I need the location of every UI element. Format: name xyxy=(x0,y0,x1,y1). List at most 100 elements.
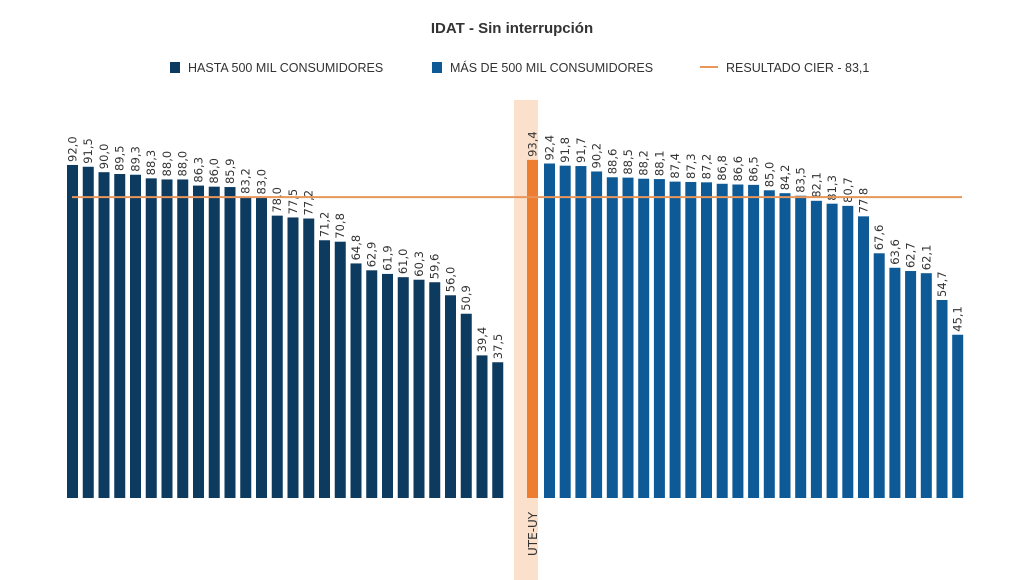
mas-500-bar-4 xyxy=(591,171,603,498)
mas-500-bar-5 xyxy=(606,177,618,498)
mas-500-data-label-1: 92,4 xyxy=(543,135,557,161)
mas-500-data-label-7: 88,2 xyxy=(637,150,651,176)
legend-swatch-hasta-500 xyxy=(170,62,180,73)
hasta-500-bar-17 xyxy=(319,240,330,499)
hasta-500-bar-28 xyxy=(492,362,504,498)
hasta-500-bar-11 xyxy=(224,187,236,499)
hasta-500-bar-18 xyxy=(334,241,346,499)
mas-500-bar-15 xyxy=(763,190,775,499)
mas-500-bar-25 xyxy=(920,273,932,498)
hasta-500-bar-8 xyxy=(177,179,189,498)
mas-500-data-label-13: 86,6 xyxy=(731,156,745,182)
mas-500-data-label-23: 63,6 xyxy=(888,239,902,265)
hasta-500-data-label-10: 86,0 xyxy=(207,158,221,184)
hasta-500-bar-6 xyxy=(145,178,157,498)
hasta-500-data-label-27: 39,4 xyxy=(475,327,489,353)
hasta-500-bar-26 xyxy=(460,313,472,498)
mas-500-data-label-22: 67,6 xyxy=(872,225,886,251)
hasta-500-bar-20 xyxy=(366,270,378,498)
mas-500-bar-11 xyxy=(701,182,712,498)
mas-500-bar-24 xyxy=(905,271,917,498)
hasta-500-data-label-19: 64,8 xyxy=(349,235,363,261)
mas-500-bar-14 xyxy=(748,184,760,498)
hasta-500-data-label-6: 88,3 xyxy=(144,150,158,176)
hasta-500-data-label-12: 83,2 xyxy=(239,168,253,194)
hasta-500-bar-22 xyxy=(397,277,409,498)
legend: HASTA 500 MIL CONSUMIDORES MÁS DE 500 MI… xyxy=(170,60,869,75)
mas-500-bar-3 xyxy=(575,166,587,498)
mas-500-data-label-15: 85,0 xyxy=(762,162,776,188)
mas-500-data-label-19: 81,3 xyxy=(825,175,839,201)
chart-title: IDAT - Sin interrupción xyxy=(431,20,593,37)
hasta-500-bar-5 xyxy=(130,174,141,498)
hasta-500-data-label-28: 37,5 xyxy=(491,334,505,360)
mas-500-data-label-11: 87,2 xyxy=(700,154,714,180)
legend-swatch-mas-500 xyxy=(432,62,442,73)
bars-mas-500: 92,4 91,8 91,7 90,2 88,6 88,5 88,2 88,1 87,4 87,3… xyxy=(543,135,965,499)
bars-ute-uy: 93,4 xyxy=(526,131,540,498)
mas-500-bar-10 xyxy=(685,181,697,498)
mas-500-data-label-9: 87,4 xyxy=(668,153,682,179)
bars-hasta-500: 92,0 91,5 90,0 89,5 89,3 88,3 88,0 88,0 86,3 86,0… xyxy=(66,136,505,499)
mas-500-bar-8 xyxy=(653,179,665,498)
hasta-500-bar-25 xyxy=(445,295,456,498)
hasta-500-data-label-13: 83,0 xyxy=(255,169,269,195)
hasta-500-data-label-22: 61,0 xyxy=(396,249,410,275)
legend-label-hasta-500: HASTA 500 MIL CONSUMIDORES xyxy=(188,61,383,75)
mas-500-data-label-8: 88,1 xyxy=(652,150,666,176)
mas-500-data-label-16: 84,2 xyxy=(778,165,792,191)
hasta-500-data-label-21: 61,9 xyxy=(381,245,395,271)
mas-500-bar-12 xyxy=(716,183,728,498)
mas-500-data-label-4: 90,2 xyxy=(590,143,604,169)
hasta-500-data-label-18: 70,8 xyxy=(333,213,347,239)
hasta-500-data-label-24: 59,6 xyxy=(428,254,442,280)
hasta-500-bar-2 xyxy=(82,166,94,498)
mas-500-bar-13 xyxy=(732,184,744,498)
mas-500-data-label-14: 86,5 xyxy=(747,156,761,182)
hasta-500-bar-10 xyxy=(208,186,220,498)
hasta-500-data-label-11: 85,9 xyxy=(223,158,237,184)
legend-label-cier: RESULTADO CIER - 83,1 xyxy=(726,61,869,75)
hasta-500-bar-7 xyxy=(161,179,173,498)
mas-500-data-label-20: 80,7 xyxy=(841,177,855,203)
hasta-500-data-label-16: 77,2 xyxy=(302,190,316,216)
mas-500-data-label-5: 88,6 xyxy=(605,149,619,175)
mas-500-data-label-12: 86,8 xyxy=(715,155,729,181)
hasta-500-data-label-17: 71,2 xyxy=(318,212,332,238)
hasta-500-data-label-2: 91,5 xyxy=(81,138,95,164)
mas-500-bar-1 xyxy=(544,163,555,498)
hasta-500-data-label-23: 60,3 xyxy=(412,251,426,277)
hasta-500-data-label-5: 89,3 xyxy=(129,146,143,172)
mas-500-bar-22 xyxy=(873,253,885,498)
ute-uy-data-label-1: 93,4 xyxy=(526,131,540,157)
mas-500-bar-20 xyxy=(842,205,854,498)
hasta-500-data-label-1: 92,0 xyxy=(66,136,80,162)
hasta-500-data-label-14: 78,0 xyxy=(270,187,284,213)
hasta-500-data-label-8: 88,0 xyxy=(176,151,190,177)
mas-500-bar-18 xyxy=(810,200,822,498)
hasta-500-bar-13 xyxy=(256,197,267,499)
mas-500-data-label-24: 62,7 xyxy=(904,242,918,268)
hasta-500-data-label-7: 88,0 xyxy=(160,151,174,177)
mas-500-data-label-18: 82,1 xyxy=(809,172,823,198)
hasta-500-data-label-4: 89,5 xyxy=(113,145,127,171)
mas-500-data-label-26: 54,7 xyxy=(935,271,949,297)
mas-500-bar-2 xyxy=(559,165,571,498)
hasta-500-bar-27 xyxy=(476,355,488,498)
hasta-500-bar-19 xyxy=(350,263,362,498)
mas-500-data-label-10: 87,3 xyxy=(684,153,698,179)
hasta-500-bar-9 xyxy=(193,185,204,498)
hasta-500-bar-16 xyxy=(303,218,315,498)
hasta-500-bar-23 xyxy=(413,279,425,498)
mas-500-data-label-6: 88,5 xyxy=(621,149,635,175)
mas-500-bar-9 xyxy=(669,181,681,498)
hasta-500-bar-12 xyxy=(240,196,252,499)
legend-label-mas-500: MÁS DE 500 MIL CONSUMIDORES xyxy=(450,60,653,75)
mas-500-bar-19 xyxy=(826,203,838,498)
mas-500-data-label-3: 91,7 xyxy=(574,137,588,163)
hasta-500-data-label-20: 62,9 xyxy=(365,242,379,268)
hasta-500-bar-15 xyxy=(287,217,299,498)
ute-uy-bar-1 xyxy=(527,159,538,498)
mas-500-bar-21 xyxy=(858,216,869,498)
mas-500-bar-27 xyxy=(952,334,964,498)
